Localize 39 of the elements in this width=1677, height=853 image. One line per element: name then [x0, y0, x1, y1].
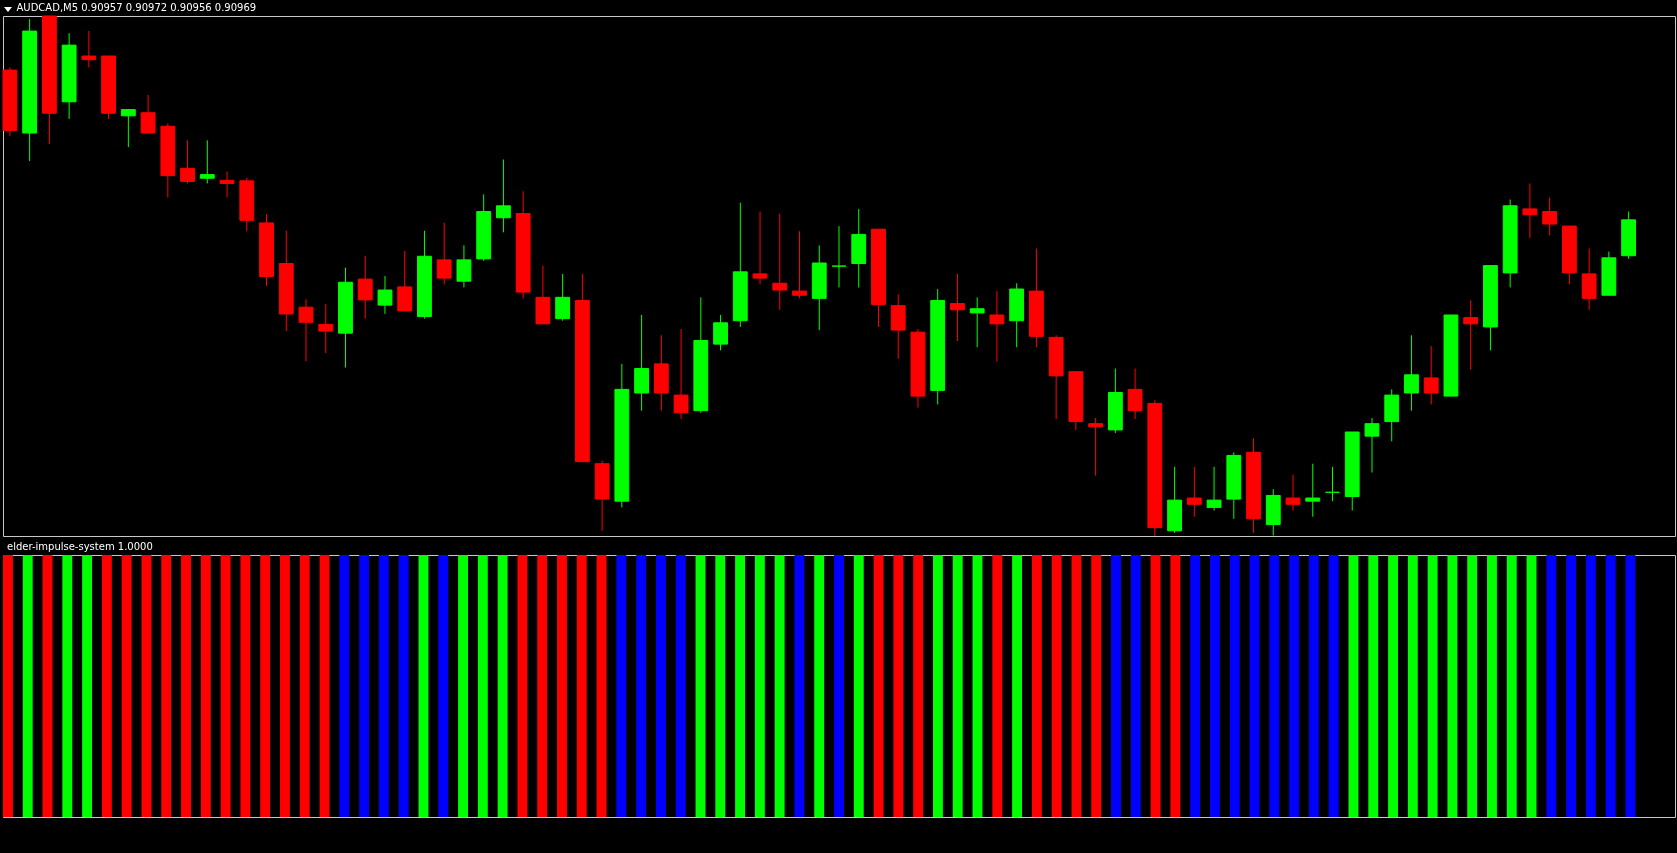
candlestick [1522, 182, 1538, 239]
candlestick [673, 328, 689, 420]
candlestick [1463, 299, 1479, 371]
candlestick [357, 255, 373, 320]
candlestick [1206, 466, 1222, 512]
candlestick [298, 298, 314, 362]
candlestick [377, 275, 393, 315]
candlestick [1127, 368, 1143, 420]
candlestick [180, 139, 195, 184]
candlestick [555, 273, 571, 322]
candlestick [120, 109, 136, 148]
candlestick [456, 244, 472, 288]
candlestick [219, 170, 235, 198]
candlestick [752, 211, 768, 285]
candlestick [792, 230, 807, 299]
candlestick [1305, 463, 1321, 518]
candlestick [1542, 196, 1558, 236]
candlestick [318, 303, 334, 354]
candlestick [969, 296, 985, 348]
candlestick [713, 314, 728, 351]
candlestick [950, 273, 965, 342]
candlestick [1088, 417, 1104, 477]
candlestick [199, 139, 215, 184]
candlestick [831, 225, 847, 288]
candlestick [772, 213, 788, 311]
candlestick [397, 250, 413, 312]
candlestick [1325, 466, 1340, 502]
candlestick [436, 222, 452, 285]
candlestick [1186, 466, 1202, 518]
candlestick [989, 290, 1005, 363]
chart-title: AUDCAD,M5 0.90957 0.90972 0.90956 0.90969 [16, 1, 257, 13]
candlestick [1285, 474, 1301, 512]
chart-title: elder-impulse-system 1.0000 [7, 541, 153, 552]
candlestick [1404, 334, 1419, 412]
candlestick [81, 30, 97, 68]
candlestick [1364, 417, 1380, 474]
candlestick [1423, 345, 1439, 405]
candlestick [496, 159, 511, 233]
candlestick [140, 94, 156, 134]
